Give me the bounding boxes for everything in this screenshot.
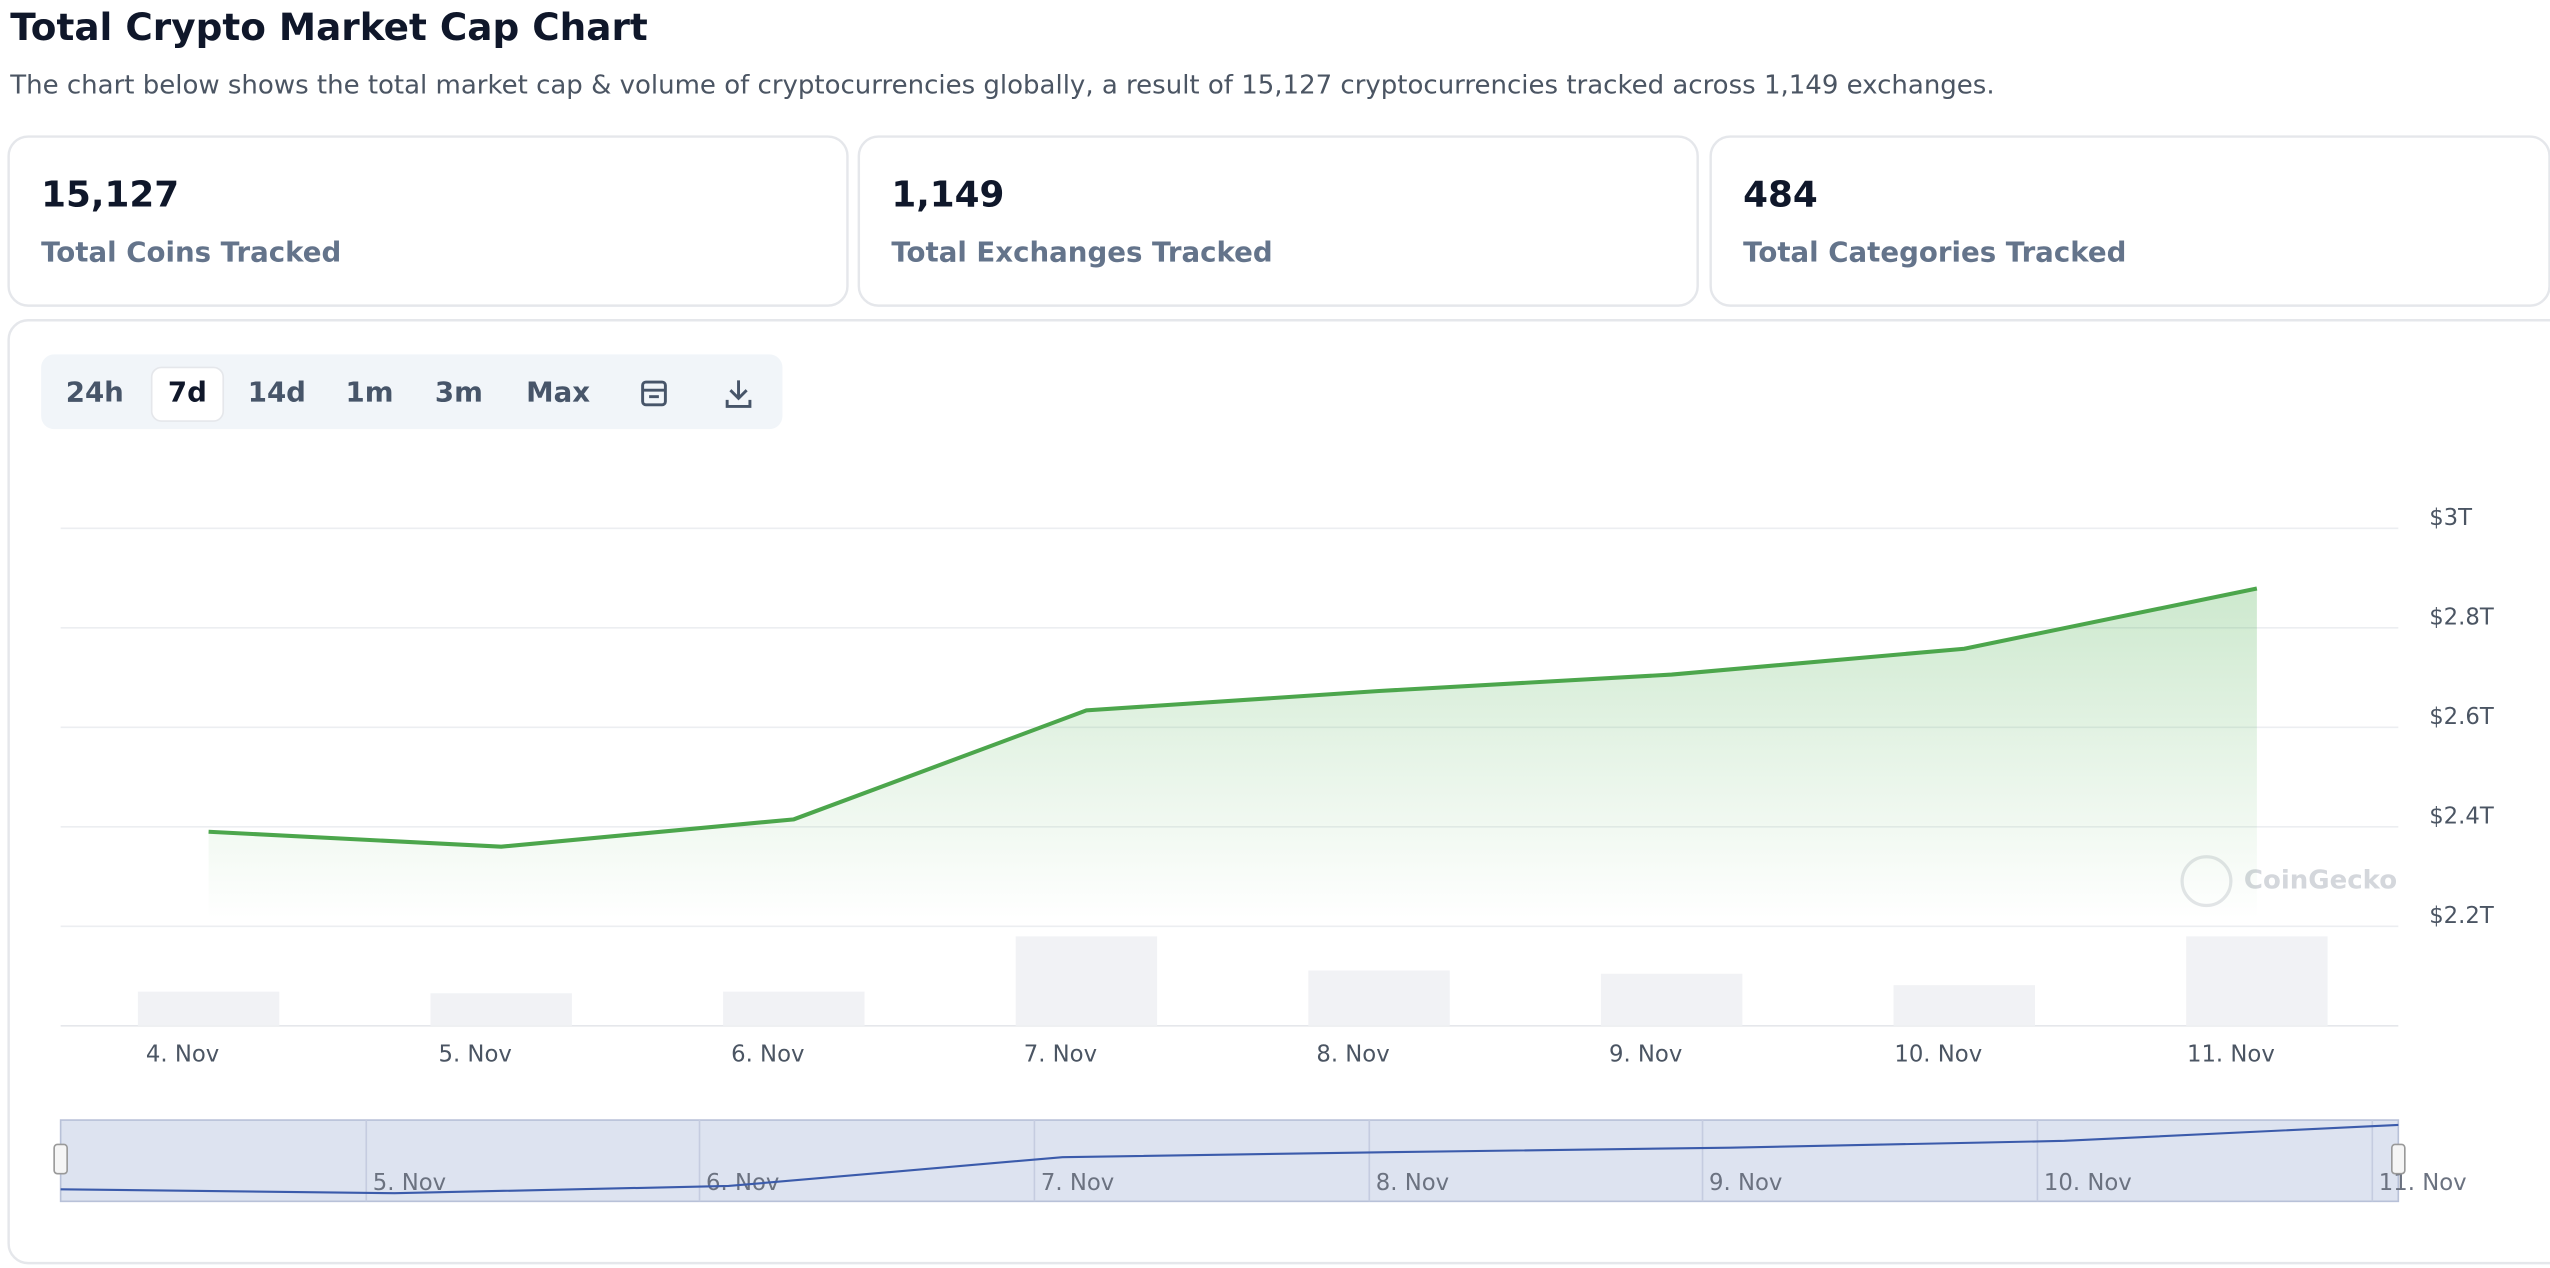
range-bar <box>41 354 783 430</box>
navigator-label: 11. Nov <box>2379 1170 2467 1196</box>
range-button[interactable]: 3m <box>435 375 483 408</box>
volume-bar <box>1600 973 1743 1026</box>
volume-bar <box>1015 936 1158 1026</box>
range-button[interactable]: 1m <box>346 375 394 408</box>
range-button[interactable]: 24h <box>66 375 124 408</box>
navigator-label: 9. Nov <box>1709 1170 1782 1196</box>
navigator[interactable] <box>59 1119 2400 1203</box>
navigator-label: 7. Nov <box>1041 1170 1114 1196</box>
x-tick-label: 6. Nov <box>731 1042 804 1068</box>
volume-bar <box>723 991 865 1026</box>
line <box>208 586 2258 849</box>
range-button[interactable]: Max <box>526 375 590 408</box>
stat-card <box>7 135 849 307</box>
stat-card <box>1709 135 2550 307</box>
area <box>208 588 2257 919</box>
x-tick-label: 8. Nov <box>1316 1042 1389 1068</box>
y-tick-label: $2.6T <box>2429 704 2494 730</box>
stat-label: Total Exchanges Tracked <box>891 236 1272 269</box>
y-tick-label: $2.8T <box>2429 605 2494 631</box>
page-title: Total Crypto Market Cap Chart <box>10 5 648 49</box>
y-tick-label: $2.4T <box>2429 804 2494 830</box>
navigator-line <box>60 1123 2399 1195</box>
stat-value: 1,149 <box>891 175 1004 216</box>
stat-value: 484 <box>1743 175 1818 216</box>
y-tick-label: $3T <box>2429 505 2472 531</box>
navigator-label: 10. Nov <box>2044 1170 2132 1196</box>
navigator-handle[interactable] <box>53 1143 68 1175</box>
page-subtitle: The chart below shows the total market c… <box>9 71 1994 101</box>
stat-card <box>857 135 1699 307</box>
navigator-label: 8. Nov <box>1376 1170 1449 1196</box>
volume-bar <box>137 991 280 1026</box>
navigator-handle[interactable] <box>2391 1143 2406 1175</box>
x-tick-label: 9. Nov <box>1609 1042 1682 1068</box>
active-button <box>150 366 225 422</box>
x-tick-label: 7. Nov <box>1024 1042 1097 1068</box>
calendar-icon[interactable] <box>641 380 667 407</box>
watermark: CoinGecko <box>2244 866 2397 896</box>
x-tick-label: 5. Nov <box>439 1042 512 1068</box>
y-tick-label: $2.2T <box>2429 903 2494 929</box>
volume-bar <box>430 993 572 1026</box>
stat-label: Total Coins Tracked <box>41 236 341 269</box>
volume-bar <box>1893 985 2035 1026</box>
x-tick-label: 10. Nov <box>1894 1042 1982 1068</box>
x-tick-label: 4. Nov <box>146 1042 219 1068</box>
range-button[interactable]: 14d <box>248 375 306 408</box>
stat-value: 15,127 <box>41 175 179 216</box>
download-icon[interactable] <box>725 380 752 408</box>
range-button[interactable]: 7d <box>168 375 207 408</box>
volume-bar <box>1308 970 1450 1026</box>
volume-bar <box>2186 936 2328 1026</box>
x-tick-label: 11. Nov <box>2187 1042 2275 1068</box>
stat-label: Total Categories Tracked <box>1743 236 2126 269</box>
